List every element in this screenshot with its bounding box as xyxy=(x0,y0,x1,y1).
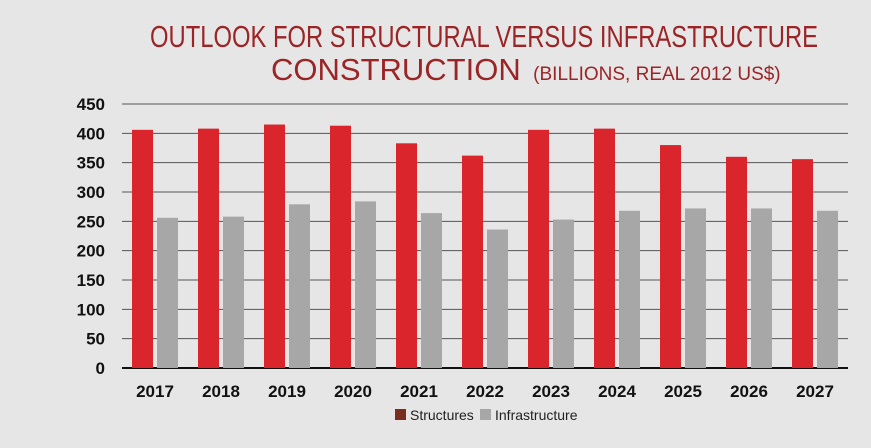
bars xyxy=(132,124,838,369)
bar-structures-2018 xyxy=(198,128,219,368)
bar-infrastructure-2018 xyxy=(223,216,244,368)
bar-infrastructure-2026 xyxy=(751,208,772,368)
bar-structures-2017 xyxy=(132,129,153,368)
bar-structures-2022 xyxy=(462,155,483,368)
bar-structures-2026 xyxy=(726,156,747,368)
bar-structures-2023 xyxy=(528,129,549,368)
chart-title: OUTLOOK FOR STRUCTURAL VERSUS INFRASTRUC… xyxy=(150,19,818,54)
bar-structures-2024 xyxy=(594,128,615,368)
y-tick-label: 100 xyxy=(77,300,105,319)
x-tick-label: 2023 xyxy=(532,382,570,401)
x-tick-label: 2022 xyxy=(466,382,504,401)
y-tick-label: 0 xyxy=(96,359,105,378)
x-tick-label: 2018 xyxy=(202,382,240,401)
bar-infrastructure-2025 xyxy=(685,208,706,368)
y-tick-label: 400 xyxy=(77,124,105,143)
x-tick-label: 2019 xyxy=(268,382,306,401)
bar-infrastructure-2020 xyxy=(355,201,376,368)
y-tick-label: 250 xyxy=(77,212,105,231)
bar-infrastructure-2022 xyxy=(487,229,508,368)
bar-infrastructure-2017 xyxy=(157,217,178,368)
chart-subtitle: (BILLIONS, REAL 2012 US$) xyxy=(533,64,780,85)
legend-swatch-structures xyxy=(395,409,406,420)
bar-structures-2020 xyxy=(330,125,351,368)
legend-swatch-infrastructure xyxy=(480,409,491,420)
x-tick-label: 2025 xyxy=(664,382,702,401)
bar-structures-2021 xyxy=(396,143,417,368)
bar-structures-2025 xyxy=(660,145,681,368)
bar-infrastructure-2021 xyxy=(421,213,442,368)
y-tick-label: 450 xyxy=(77,95,105,114)
chart-title-line2: CONSTRUCTION (BILLIONS, REAL 2012 US$) xyxy=(271,52,781,87)
bar-structures-2019 xyxy=(264,124,285,369)
chart-title-line2-text: CONSTRUCTION xyxy=(271,52,521,87)
x-tick-label: 2017 xyxy=(136,382,174,401)
y-tick-label: 50 xyxy=(86,330,105,349)
bar-infrastructure-2027 xyxy=(817,210,838,368)
x-tick-label: 2021 xyxy=(400,382,438,401)
legend-label-structures: Structures xyxy=(410,407,474,423)
x-tick-label: 2027 xyxy=(796,382,834,401)
y-tick-label: 150 xyxy=(77,271,105,290)
y-tick-label: 200 xyxy=(77,242,105,261)
y-tick-label: 350 xyxy=(77,154,105,173)
bar-infrastructure-2019 xyxy=(289,204,310,368)
bar-infrastructure-2024 xyxy=(619,210,640,368)
bar-structures-2027 xyxy=(792,159,813,368)
legend: Structures Infrastructure xyxy=(395,407,578,423)
x-tick-label: 2026 xyxy=(730,382,768,401)
x-tick-label: 2020 xyxy=(334,382,372,401)
x-axis: 2017 2018 2019 2020 2021 2022 2023 2024 2025 2026… xyxy=(136,382,834,401)
y-tick-label: 300 xyxy=(77,183,105,202)
bar-infrastructure-2023 xyxy=(553,219,574,368)
legend-label-infrastructure: Infrastructure xyxy=(495,407,578,423)
y-axis: 0 50 100 150 200 250 300 350 400 450 xyxy=(77,95,105,378)
x-tick-label: 2024 xyxy=(598,382,636,401)
